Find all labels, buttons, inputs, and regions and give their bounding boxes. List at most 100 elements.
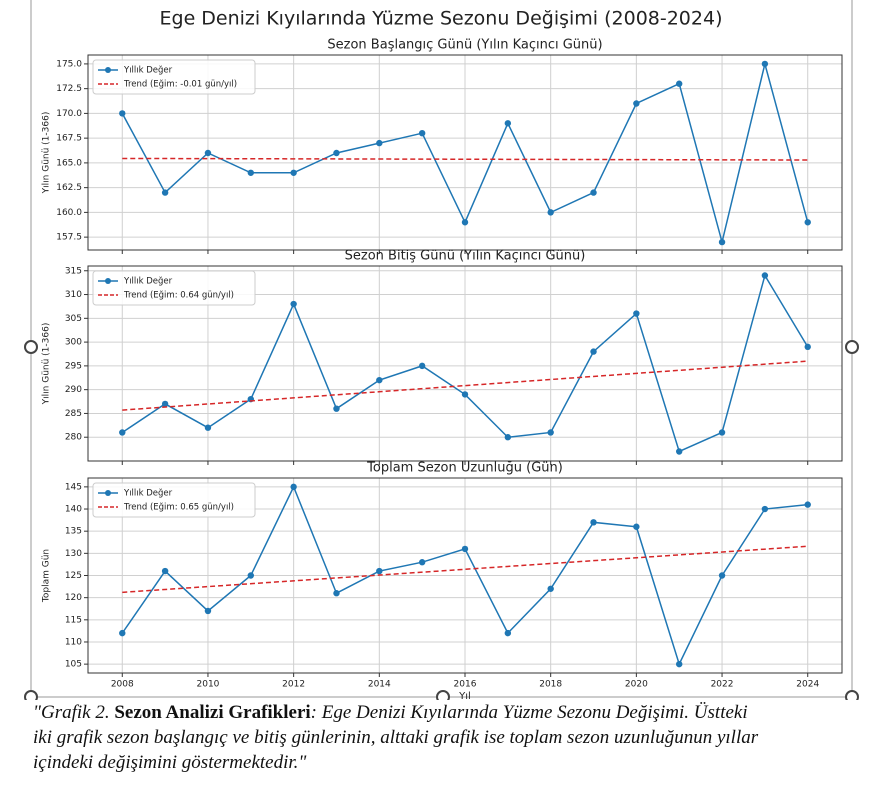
series-line — [122, 360, 808, 411]
x-tick-label: 2024 — [796, 680, 819, 690]
point — [161, 189, 169, 196]
point — [161, 567, 169, 575]
y-tick-label: 162.5 — [56, 183, 82, 193]
point — [590, 348, 597, 355]
y-tick-label: 290 — [65, 385, 82, 395]
point — [547, 209, 554, 216]
point — [119, 429, 126, 436]
handle[interactable] — [845, 340, 859, 354]
y-tick-label: 125 — [65, 571, 82, 581]
y-tick-label: 280 — [65, 433, 82, 443]
y-tick-label: 120 — [65, 593, 82, 603]
handle[interactable] — [24, 690, 38, 700]
y-axis-label: Yılın Günü (1-366) — [42, 323, 52, 406]
point — [633, 523, 640, 530]
y-tick-label: 300 — [65, 338, 82, 348]
legend-label: Yıllık Değer — [123, 66, 173, 76]
point — [333, 590, 340, 597]
y-tick-label: 167.5 — [56, 134, 82, 144]
y-tick-label: 165.0 — [56, 158, 82, 168]
caption-text: : Ege Denizi Kıyılarında Yüzme Sezonu De… — [310, 702, 748, 723]
point — [333, 405, 340, 412]
point — [718, 238, 726, 246]
point — [461, 545, 469, 553]
y-tick-label: 285 — [65, 409, 82, 419]
y-tick-label: 145 — [65, 482, 82, 492]
caption-prefix: "Grafik 2. — [33, 702, 110, 723]
legend-marker — [105, 490, 111, 496]
chart-title: Sezon Başlangıç Günü (Yılın Kaçıncı Günü… — [327, 38, 602, 53]
y-tick-label: 315 — [65, 266, 82, 276]
point — [804, 343, 811, 351]
plot-border — [87, 265, 843, 462]
y-axis-label: Yılın Günü (1-366) — [42, 112, 52, 195]
point — [761, 505, 769, 513]
selection-handles[interactable] — [0, 0, 870, 700]
y-tick-label: 157.5 — [56, 233, 82, 243]
y-tick-label: 115 — [65, 615, 82, 625]
x-tick-label: 2018 — [539, 680, 562, 690]
plot-border — [87, 54, 843, 251]
series-line — [122, 545, 808, 594]
point — [676, 660, 683, 668]
y-tick-label: 305 — [65, 314, 82, 324]
x-tick-label: 2008 — [111, 680, 134, 690]
handle[interactable] — [436, 690, 450, 700]
legend-box — [92, 270, 256, 306]
point — [676, 80, 683, 87]
figure: Ege Denizi Kıyılarında Yüzme Sezonu Deği… — [30, 0, 853, 700]
y-tick-label: 135 — [65, 527, 82, 537]
caption-line: "Grafik 2. Sezon Analizi Grafikleri: Ege… — [33, 702, 748, 724]
series-line — [122, 157, 808, 161]
point — [504, 434, 512, 441]
y-tick-label: 175.0 — [56, 59, 82, 69]
point — [676, 448, 683, 455]
point — [504, 120, 512, 127]
y-tick-label: 140 — [65, 505, 82, 515]
x-tick-label: 2014 — [368, 680, 391, 690]
point — [247, 169, 254, 176]
point — [119, 629, 126, 637]
point — [804, 501, 811, 508]
handle[interactable] — [24, 340, 38, 354]
legend-label: Trend (Eğim: -0.01 gün/yıl) — [123, 80, 237, 90]
legend-marker — [105, 67, 111, 73]
point — [547, 429, 554, 436]
y-tick-label: 160.0 — [56, 208, 82, 218]
point — [718, 429, 726, 436]
caption-bold: Sezon Analizi Grafikleri — [114, 702, 311, 723]
point — [161, 400, 169, 408]
figure-title: Ege Denizi Kıyılarında Yüzme Sezonu Deği… — [160, 8, 723, 30]
y-axis-label: Toplam Gün — [42, 549, 52, 603]
point — [590, 519, 597, 526]
x-tick-label: 2012 — [282, 680, 305, 690]
x-tick-label: 2020 — [625, 680, 648, 690]
x-tick-label: 2016 — [454, 680, 477, 690]
y-tick-label: 295 — [65, 361, 82, 371]
point — [204, 607, 212, 615]
y-tick-label: 170.0 — [56, 109, 82, 119]
point — [804, 219, 811, 226]
point — [204, 424, 212, 431]
handle[interactable] — [845, 690, 859, 700]
chart-title: Toplam Sezon Uzunluğu (Gün) — [366, 461, 563, 476]
x-tick-label: 2022 — [711, 680, 734, 690]
x-axis-label: Yıl — [458, 691, 471, 700]
point — [376, 139, 383, 147]
caption-line: iki grafik sezon başlangıç ve bitiş günl… — [33, 727, 759, 748]
point — [504, 629, 512, 637]
legend-box — [92, 482, 256, 518]
point — [418, 559, 426, 566]
y-tick-label: 130 — [65, 549, 82, 559]
point — [119, 110, 126, 117]
point — [333, 149, 340, 157]
point — [418, 362, 426, 370]
point — [547, 585, 554, 592]
point — [633, 310, 640, 317]
point — [761, 272, 769, 279]
y-tick-label: 172.5 — [56, 84, 82, 94]
chart-title: Sezon Bitiş Günü (Yılın Kaçıncı Günü) — [345, 249, 586, 264]
point — [204, 149, 212, 157]
point — [418, 129, 426, 137]
